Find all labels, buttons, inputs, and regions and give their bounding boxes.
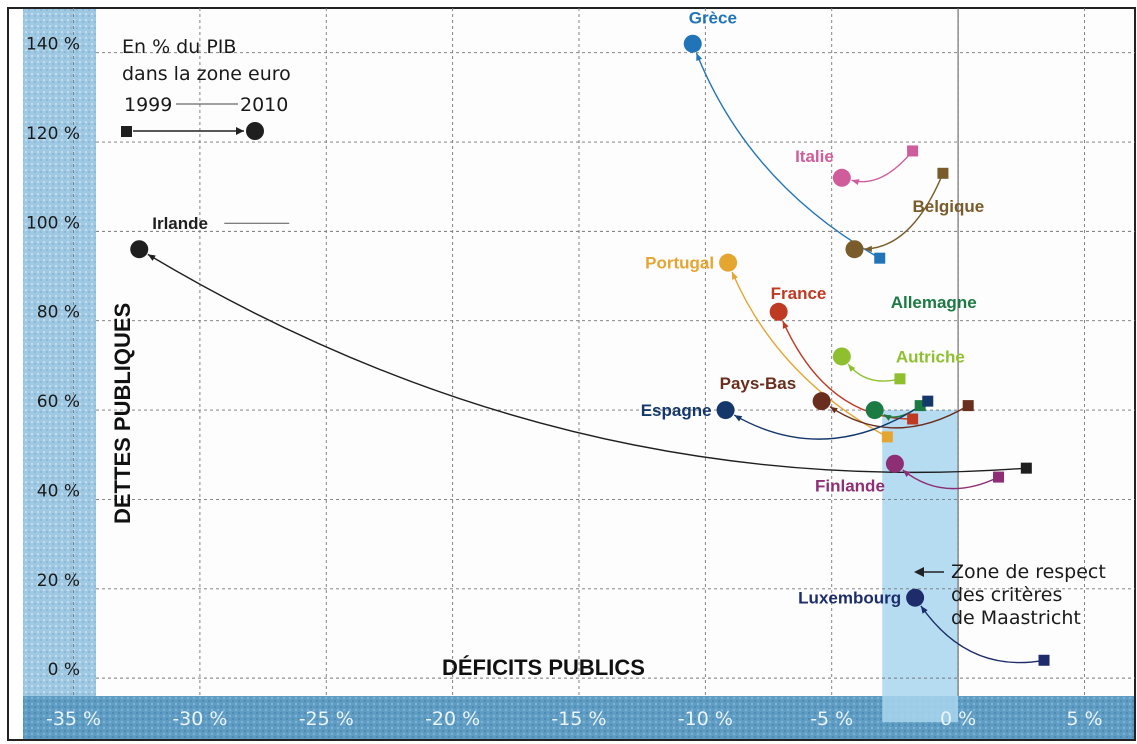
y-tick-label: 40 %	[37, 481, 80, 501]
marker-2010	[845, 240, 864, 259]
trajectory-arrow-head	[696, 53, 703, 62]
trajectory-arrow	[864, 173, 944, 250]
marker-1999	[1020, 462, 1032, 474]
marker-1999	[1038, 654, 1050, 666]
marker-1999	[907, 145, 919, 157]
country-label: Belgique	[912, 197, 984, 216]
marker-2010	[832, 168, 851, 187]
x-tick-label: 5 %	[1066, 708, 1102, 730]
marker-1999	[922, 395, 934, 407]
marker-2010	[812, 392, 831, 411]
trajectory-arrow-head	[734, 415, 743, 422]
x-tick-label: -15 %	[551, 708, 606, 730]
x-tick-label: -35 %	[46, 708, 101, 730]
country-label: Pays-Bas	[720, 374, 797, 393]
marker-2010	[769, 302, 788, 321]
marker-2010	[719, 253, 738, 272]
marker-2010	[832, 347, 851, 366]
marker-1999	[881, 431, 893, 443]
marker-1999	[874, 252, 886, 264]
x-tick-label: -20 %	[425, 708, 480, 730]
trajectory-arrow-head	[848, 364, 856, 372]
country-label: Allemagne	[891, 293, 977, 312]
y-tick-label: 60 %	[37, 392, 80, 412]
y-tick-label: 80 %	[37, 303, 80, 323]
legend-end-label: 2010	[240, 94, 288, 116]
marker-2010	[683, 34, 702, 53]
marker-1999	[914, 400, 926, 412]
trajectory-arrow-head	[782, 320, 789, 329]
marker-2010	[885, 454, 904, 473]
country-label: Finlande	[815, 477, 885, 496]
legend-arrow-head	[236, 127, 244, 135]
legend-start-marker	[121, 126, 132, 137]
marker-1999	[962, 400, 974, 412]
y-tick-label: 20 %	[37, 571, 80, 591]
subtitle-line-1: En % du PIB	[122, 36, 236, 58]
country-label: Grèce	[689, 9, 737, 28]
trajectory-arrow	[829, 405, 969, 429]
trajectory-arrow	[920, 605, 1045, 664]
marker-1999	[894, 373, 906, 385]
marker-1999	[907, 413, 919, 425]
marker-2010	[865, 401, 884, 420]
zone-annotation-line-1: Zone de respect	[951, 561, 1106, 583]
country-label: Italie	[795, 147, 834, 166]
country-label: Autriche	[896, 347, 965, 366]
zone-pointer-head	[914, 567, 924, 577]
trajectory-arrow	[733, 400, 929, 440]
trajectory-arrow	[902, 469, 999, 490]
x-tick-label: -25 %	[299, 708, 354, 730]
country-label: France	[771, 284, 827, 303]
trajectory-arrow-head	[851, 179, 860, 186]
zone-annotation-line-2: des critères	[951, 584, 1062, 606]
country-label: Espagne	[641, 401, 712, 420]
y-axis-title: DETTES PUBLIQUES	[110, 303, 135, 524]
country-label: Luxembourg	[798, 589, 901, 608]
country-label: Irlande	[152, 214, 208, 233]
country-label: Portugal	[645, 254, 714, 273]
trajectory-arrow-head	[864, 245, 872, 252]
zone-annotation-line-3: de Maastricht	[951, 607, 1081, 629]
chart-frame	[7, 7, 1136, 741]
x-tick-label: -10 %	[678, 708, 733, 730]
trajectory-arrow-head	[920, 605, 928, 614]
marker-2010	[130, 240, 149, 259]
trajectory-arrow-head	[147, 254, 156, 261]
trajectory-arrow-head	[829, 406, 838, 414]
trajectory-arrow-head	[902, 469, 911, 477]
y-axis-band	[23, 8, 96, 696]
marker-2010	[716, 401, 735, 420]
legend-start-label: 1999	[124, 94, 172, 116]
legend-end-marker	[246, 122, 264, 140]
trajectory-arrow-head	[883, 414, 892, 421]
trajectory-arrow-head	[732, 271, 738, 280]
marker-2010	[906, 588, 925, 607]
y-tick-label: 140 %	[26, 35, 80, 55]
x-tick-label: -5 %	[810, 708, 853, 730]
marker-1999	[993, 471, 1005, 483]
x-tick-label: 0 %	[940, 708, 976, 730]
subtitle-line-2: dans la zone euro	[122, 63, 291, 85]
y-tick-label: 120 %	[26, 124, 80, 144]
x-tick-label: -30 %	[172, 708, 227, 730]
marker-1999	[937, 167, 949, 179]
y-tick-label: 100 %	[26, 213, 80, 233]
trajectory-arrow	[731, 271, 888, 438]
trajectory-arrow	[695, 52, 881, 259]
x-axis-title: DÉFICITS PUBLICS	[442, 655, 645, 680]
y-tick-label: 0 %	[48, 660, 80, 680]
